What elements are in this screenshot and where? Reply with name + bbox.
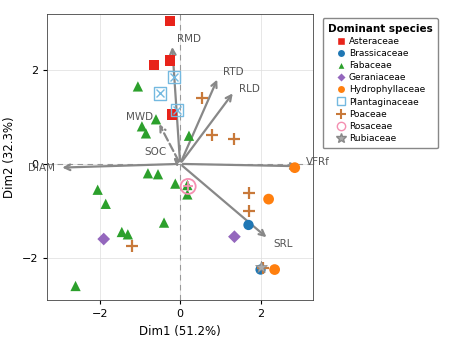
- Point: [271, 267, 278, 272]
- Y-axis label: Dim2 (32.3%): Dim2 (32.3%): [3, 116, 16, 198]
- Text: RTD: RTD: [223, 67, 244, 77]
- Point: [245, 222, 252, 228]
- Text: RMD: RMD: [177, 33, 201, 44]
- Point: [184, 184, 192, 189]
- Text: VFRf: VFRf: [306, 157, 329, 166]
- X-axis label: Dim1 (51.2%): Dim1 (51.2%): [139, 325, 221, 338]
- Point: [94, 187, 101, 192]
- Point: [166, 18, 174, 24]
- Point: [259, 265, 266, 271]
- Point: [134, 84, 142, 89]
- Point: [173, 107, 181, 113]
- Text: MWD: MWD: [126, 112, 153, 122]
- Text: RLD: RLD: [239, 84, 260, 94]
- Point: [257, 265, 264, 270]
- Point: [166, 58, 174, 63]
- Point: [209, 132, 216, 137]
- Legend: Asteraceae, Brassicaceae, Fabaceae, Geraniaceae, Hydrophyllaceae, Plantaginaceae: Asteraceae, Brassicaceae, Fabaceae, Gera…: [323, 18, 438, 148]
- Point: [185, 133, 193, 138]
- Point: [231, 234, 238, 239]
- Point: [173, 107, 181, 113]
- Text: DIAM: DIAM: [27, 163, 55, 173]
- Point: [152, 117, 160, 122]
- Point: [118, 229, 126, 235]
- Point: [100, 236, 108, 242]
- Point: [170, 74, 178, 80]
- Point: [156, 91, 164, 96]
- Point: [170, 74, 178, 80]
- Point: [124, 232, 132, 237]
- Point: [142, 131, 150, 136]
- Point: [231, 137, 238, 142]
- Point: [168, 112, 176, 117]
- Point: [102, 201, 109, 207]
- Point: [257, 267, 264, 272]
- Point: [156, 91, 164, 96]
- Point: [150, 62, 158, 68]
- Point: [184, 184, 192, 189]
- Point: [144, 170, 152, 176]
- Point: [246, 208, 253, 213]
- Point: [199, 95, 206, 101]
- Point: [138, 123, 146, 129]
- Point: [154, 172, 162, 177]
- Point: [172, 181, 179, 186]
- Point: [246, 190, 253, 196]
- Text: SOC: SOC: [144, 147, 166, 157]
- Text: SRL: SRL: [273, 239, 293, 249]
- Point: [72, 283, 79, 289]
- Point: [291, 165, 299, 170]
- Point: [160, 220, 168, 225]
- Point: [128, 243, 136, 249]
- Point: [183, 182, 191, 188]
- Point: [183, 192, 191, 197]
- Point: [265, 196, 273, 202]
